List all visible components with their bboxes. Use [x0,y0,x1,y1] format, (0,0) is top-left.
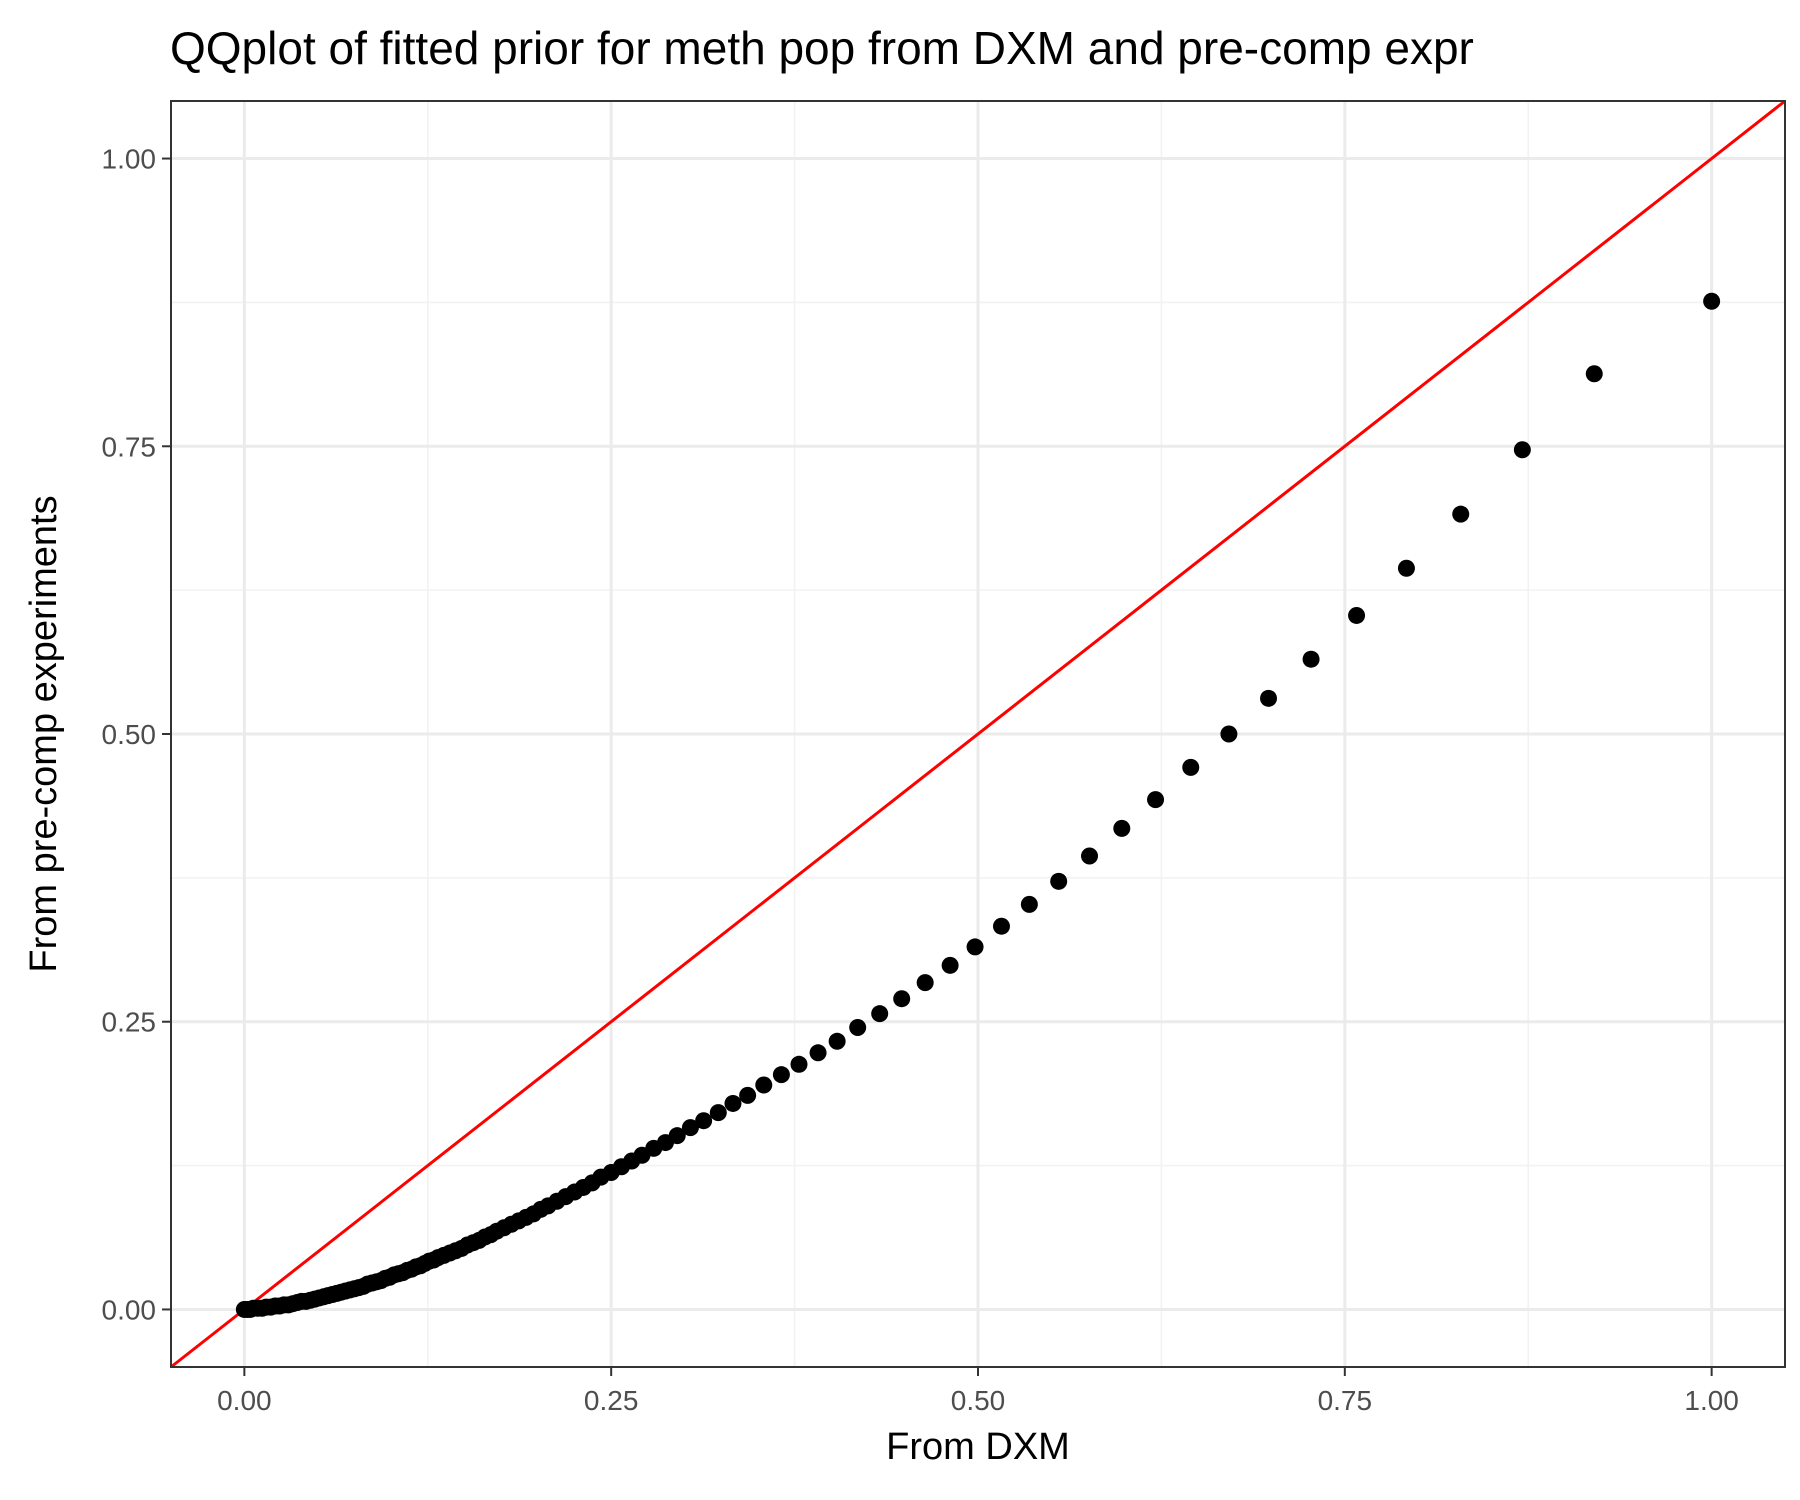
data-point [755,1076,773,1094]
data-point [1081,847,1099,865]
data-point [828,1032,846,1050]
data-point [1513,441,1531,459]
chart-title: QQplot of fitted prior for meth pop from… [170,22,1474,74]
data-point [1020,895,1038,913]
y-tick-label: 1.00 [102,144,157,175]
y-tick-label: 0.25 [102,1007,157,1038]
data-point [1452,505,1470,523]
x-tick-label: 0.50 [951,1385,1006,1416]
data-point [871,1005,889,1023]
x-axis-ticks: 0.00 0.25 0.50 0.75 1.00 [217,1367,1739,1416]
data-point [809,1044,827,1062]
data-point [941,956,959,974]
y-tick-label: 0.00 [102,1294,157,1325]
data-point [1113,819,1131,837]
data-point [739,1086,757,1104]
data-point [992,917,1010,935]
data-point [1348,606,1366,624]
data-points [235,292,1721,1318]
x-axis-title: From DXM [886,1426,1070,1468]
data-point [1220,725,1238,743]
data-point [916,974,934,992]
y-axis-ticks: 0.00 0.25 0.50 0.75 1.00 [102,144,171,1325]
data-point [709,1104,727,1122]
data-point [1050,872,1068,890]
x-tick-label: 0.00 [217,1385,272,1416]
data-point [790,1055,808,1073]
data-point [849,1018,867,1036]
data-point [1397,559,1415,577]
data-point [695,1112,713,1130]
y-tick-label: 0.75 [102,431,157,462]
data-point [1147,791,1165,809]
data-point [893,990,911,1008]
data-point [1703,292,1721,310]
data-point [772,1066,790,1084]
y-axis-title: From pre-comp experiments [23,495,65,972]
x-tick-label: 1.00 [1684,1385,1739,1416]
data-point [1260,689,1278,707]
data-point [724,1094,742,1112]
data-point [1182,758,1200,776]
reference-line-group [170,99,1786,1369]
data-point [681,1119,699,1137]
data-point [1585,365,1603,383]
data-point [668,1127,686,1145]
x-tick-label: 0.25 [584,1385,639,1416]
x-tick-label: 0.75 [1318,1385,1373,1416]
y-tick-label: 0.50 [102,719,157,750]
data-point [1302,650,1320,668]
reference-line [170,99,1786,1369]
data-point [966,938,984,956]
